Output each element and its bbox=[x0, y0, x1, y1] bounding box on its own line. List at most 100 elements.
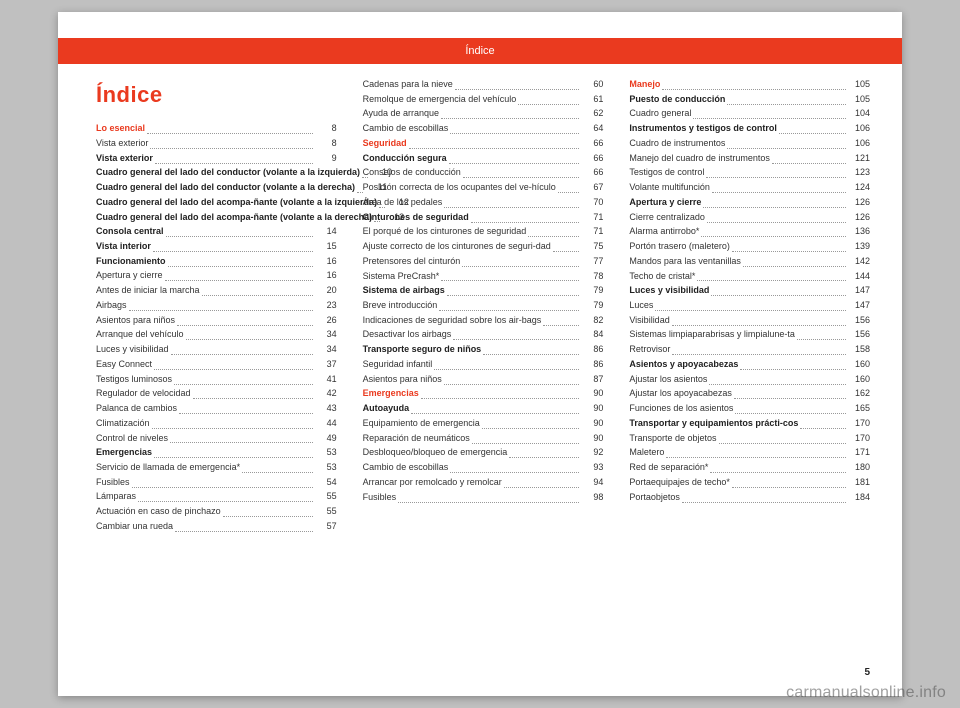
toc-row: Maletero171 bbox=[629, 446, 870, 460]
toc-label: Arranque del vehículo bbox=[96, 328, 184, 342]
toc-label: Sistema de airbags bbox=[363, 284, 445, 298]
toc-row: Fusibles 98 bbox=[363, 491, 604, 505]
toc-column-2: Cadenas para la nieve60Remolque de emerg… bbox=[363, 78, 604, 680]
toc-label: Asientos para niños bbox=[363, 373, 442, 387]
toc-row: Lo esencial8 bbox=[96, 122, 337, 136]
toc-page: 16 bbox=[315, 255, 337, 269]
toc-row: Consejos de conducción66 bbox=[363, 166, 604, 180]
toc-row: Transporte seguro de niños86 bbox=[363, 343, 604, 357]
toc-label: Sistemas limpiaparabrisas y limpialune-t… bbox=[629, 328, 795, 342]
toc-row: Climatización44 bbox=[96, 417, 337, 431]
toc-label: Lámparas bbox=[96, 490, 136, 504]
toc-row: Seguridad infantil86 bbox=[363, 358, 604, 372]
toc-label: Easy Connect bbox=[96, 358, 152, 372]
toc-row: Desbloqueo/bloqueo de emergencia92 bbox=[363, 446, 604, 460]
toc-row: Breve introducción79 bbox=[363, 299, 604, 313]
toc-page: 90 bbox=[581, 402, 603, 416]
toc-label: Apertura y cierre bbox=[629, 196, 701, 210]
toc-label: Cinturones de seguridad bbox=[363, 211, 469, 225]
toc-page: 49 bbox=[315, 432, 337, 446]
toc-dots bbox=[528, 236, 579, 237]
toc-row: Manejo105 bbox=[629, 78, 870, 92]
toc-row: Testigos luminosos41 bbox=[96, 373, 337, 387]
toc-dots bbox=[797, 339, 846, 340]
toc-page: 105 bbox=[848, 93, 870, 107]
toc-dots bbox=[434, 369, 579, 370]
toc-page: 144 bbox=[848, 270, 870, 284]
toc-dots bbox=[740, 369, 846, 370]
toc-page: 66 bbox=[581, 137, 603, 151]
toc-page: 71 bbox=[581, 225, 603, 239]
toc-dots bbox=[800, 428, 846, 429]
toc-dots bbox=[672, 325, 846, 326]
toc-label: Sistema PreCrash* bbox=[363, 270, 440, 284]
toc-content: Índice Lo esencial8Vista exterior8Vista … bbox=[96, 78, 870, 680]
toc-page: 160 bbox=[848, 358, 870, 372]
toc-row: Alarma antirrobo*136 bbox=[629, 225, 870, 239]
toc-dots bbox=[518, 104, 579, 105]
toc-dots bbox=[398, 502, 579, 503]
toc-row: Ajustar los asientos 160 bbox=[629, 373, 870, 387]
toc-row: Vista exterior9 bbox=[96, 152, 337, 166]
toc-label: Breve introducción bbox=[363, 299, 438, 313]
toc-page: 90 bbox=[581, 417, 603, 431]
toc-row: Emergencias53 bbox=[96, 446, 337, 460]
toc-label: Autoayuda bbox=[363, 402, 410, 416]
toc-page: 98 bbox=[581, 491, 603, 505]
toc-row: Apertura y cierre16 bbox=[96, 269, 337, 283]
toc-row: Portaequipajes de techo*181 bbox=[629, 476, 870, 490]
toc-page: 165 bbox=[848, 402, 870, 416]
toc-row: Cambio de escobillas93 bbox=[363, 461, 604, 475]
toc-dots bbox=[165, 280, 313, 281]
toc-row: Testigos de control123 bbox=[629, 166, 870, 180]
toc-page: 170 bbox=[848, 432, 870, 446]
toc-page: 124 bbox=[848, 181, 870, 195]
toc-dots bbox=[703, 207, 846, 208]
toc-page: 126 bbox=[848, 196, 870, 210]
toc-page: 67 bbox=[581, 181, 603, 195]
toc-dots bbox=[779, 133, 846, 134]
toc-row: Desactivar los airbags84 bbox=[363, 328, 604, 342]
toc-dots bbox=[449, 163, 580, 164]
toc-page: 160 bbox=[848, 373, 870, 387]
toc-dots bbox=[672, 354, 846, 355]
toc-dots bbox=[129, 310, 313, 311]
toc-page: 62 bbox=[581, 107, 603, 121]
toc-page: 55 bbox=[315, 505, 337, 519]
toc-page: 60 bbox=[581, 78, 603, 92]
toc-row: Vista interior15 bbox=[96, 240, 337, 254]
toc-label: Ajustar los asientos bbox=[629, 373, 707, 387]
toc-row: Cuadro general104 bbox=[629, 107, 870, 121]
toc-page: 180 bbox=[848, 461, 870, 475]
toc-dots bbox=[504, 487, 580, 488]
toc-page: 26 bbox=[315, 314, 337, 328]
toc-label: Portón trasero (maletero) bbox=[629, 240, 730, 254]
toc-label: Apertura y cierre bbox=[96, 269, 163, 283]
toc-label: Palanca de cambios bbox=[96, 402, 177, 416]
toc-row: Portón trasero (maletero) 139 bbox=[629, 240, 870, 254]
toc-row: Autoayuda 90 bbox=[363, 402, 604, 416]
toc-row: Lámparas55 bbox=[96, 490, 337, 504]
toc-label: Portaobjetos bbox=[629, 491, 680, 505]
toc-label: Cuadro general bbox=[629, 107, 691, 121]
toc-label: Fusibles bbox=[363, 491, 397, 505]
toc-dots bbox=[450, 133, 579, 134]
toc-row: Equipamiento de emergencia90 bbox=[363, 417, 604, 431]
toc-dots bbox=[662, 89, 846, 90]
toc-label: Transporte de objetos bbox=[629, 432, 716, 446]
toc-row: Reparación de neumáticos90 bbox=[363, 432, 604, 446]
toc-page: 181 bbox=[848, 476, 870, 490]
toc-label: Instrumentos y testigos de control bbox=[629, 122, 777, 136]
toc-page: 121 bbox=[848, 152, 870, 166]
toc-label: Cambio de escobillas bbox=[363, 122, 449, 136]
toc-row: Indicaciones de seguridad sobre los air-… bbox=[363, 314, 604, 328]
toc-label: Luces y visibilidad bbox=[96, 343, 169, 357]
toc-label: Control de niveles bbox=[96, 432, 168, 446]
toc-dots bbox=[168, 266, 313, 267]
toc-dots bbox=[655, 310, 846, 311]
toc-row: Luces y visibilidad34 bbox=[96, 343, 337, 357]
toc-dots bbox=[170, 442, 313, 443]
toc-page: 123 bbox=[848, 166, 870, 180]
toc-page: 139 bbox=[848, 240, 870, 254]
toc-row: Servicio de llamada de emergencia*53 bbox=[96, 461, 337, 475]
